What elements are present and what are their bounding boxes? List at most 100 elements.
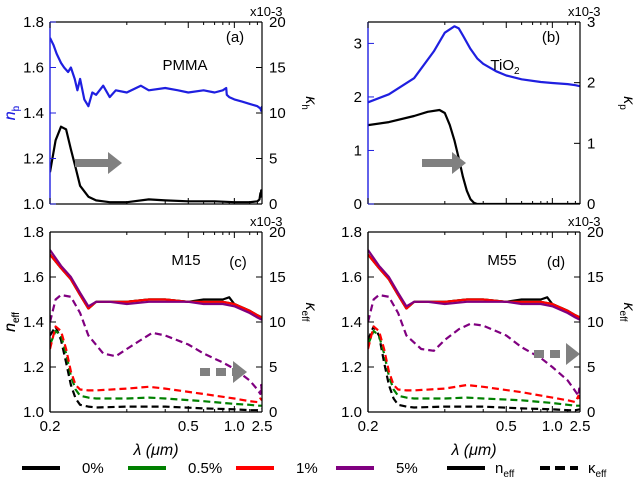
right-axis-multiplier: x10-3 — [568, 214, 601, 229]
panel-title: M15 — [171, 252, 200, 269]
y-axis-label-left: neff — [2, 312, 22, 332]
y-tick-label-left: 1.4 — [341, 314, 362, 331]
legend-label: neff — [495, 460, 515, 480]
y-tick-label-left: 1.4 — [23, 314, 44, 331]
y-axis-label-left: np — [2, 105, 22, 120]
y-axis-label-right: κeff — [299, 303, 319, 322]
y-tick-label-left: 1.6 — [341, 269, 362, 286]
y-tick-label-right: 0 — [269, 196, 277, 213]
y-tick-label-right: 20 — [587, 224, 604, 241]
y-tick-label-right: 0 — [269, 404, 277, 421]
right-axis-arrow-head-icon — [108, 152, 122, 174]
series-group — [368, 25, 580, 204]
y-tick-label-left: 1.8 — [23, 14, 44, 31]
right-axis-arrow-head-icon — [233, 361, 247, 383]
y-axis-label-left: neff — [2, 312, 22, 332]
y-tick-label-right: 10 — [587, 314, 604, 331]
panel-title: TiO2 — [490, 57, 520, 77]
y-tick-label-right: 20 — [269, 224, 286, 241]
series-line-c-4 — [50, 325, 262, 412]
right-axis-arrow-head-icon — [452, 152, 466, 174]
legend: 0% 0.5% 1% 5% neff κeff — [22, 460, 607, 480]
series-line-c-7 — [50, 293, 262, 396]
y-tick-label-left: 0 — [354, 196, 362, 213]
panel-title: M55 — [487, 252, 516, 269]
y-tick-label-left: 1.2 — [341, 359, 362, 376]
y-tick-label-left: 1.0 — [341, 404, 362, 421]
panel-label: (b) — [542, 29, 560, 46]
y-tick-label-right: 1 — [587, 135, 595, 152]
y-tick-label-right: 3 — [587, 14, 595, 31]
right-axis-multiplier: x10-3 — [568, 4, 601, 19]
legend-label: 5% — [396, 460, 418, 477]
series-line-c-5 — [50, 329, 262, 407]
legend-label: κeff — [588, 460, 607, 480]
legend-label: 0% — [82, 460, 104, 477]
x-axis-label: λ (μm) — [450, 442, 496, 459]
y-axis-label-right: κp — [617, 96, 634, 110]
right-axis-multiplier: x10-3 — [250, 4, 283, 19]
series-line-a-1 — [50, 125, 262, 204]
y-axis-label-right: κh — [299, 96, 319, 110]
y-tick-label-right: 20 — [269, 14, 286, 31]
series-group — [50, 249, 262, 412]
y-tick-label-left: 1.8 — [23, 224, 44, 241]
right-axis-arrow-head-icon — [566, 343, 580, 365]
y-tick-label-right: 5 — [269, 359, 277, 376]
legend-label: 0.5% — [188, 460, 222, 477]
y-tick-label-left: 1.0 — [23, 196, 44, 213]
series-line-d-7 — [368, 293, 580, 397]
series-group — [368, 249, 580, 412]
y-tick-label-right: 15 — [269, 60, 286, 77]
x-tick-label: 0.5 — [496, 418, 517, 435]
y-tick-label-right: 0 — [587, 404, 595, 421]
y-tick-label-right: 0 — [587, 196, 595, 213]
series-line-a-0 — [50, 37, 262, 112]
panel-title: PMMA — [163, 57, 208, 74]
series-line-c-2 — [50, 253, 262, 319]
y-tick-label-left: 1.2 — [23, 151, 44, 168]
series-line-c-6 — [50, 325, 262, 404]
series-line-b-1 — [368, 108, 580, 204]
y-tick-label-left: 1.2 — [23, 359, 44, 376]
x-tick-label: 0.5 — [178, 418, 199, 435]
right-axis-multiplier: x10-3 — [250, 214, 283, 229]
x-tick-label: 1.0 — [542, 418, 563, 435]
series-line-b-0 — [368, 25, 580, 104]
y-tick-label-right: 15 — [587, 269, 604, 286]
series-line-c-3 — [50, 249, 262, 321]
panel-label: (a) — [226, 29, 244, 46]
panel-c: 0.2 0.5 1.0 2.5 λ (μm) 1.0 1.2 1.4 1.6 1.8 0 5 10 15 2… — [2, 214, 319, 459]
y-tick-label-right: 5 — [587, 359, 595, 376]
x-tick-label: 1.0 — [224, 418, 245, 435]
y-tick-label-left: 1.4 — [23, 105, 44, 122]
series-line-d-5 — [368, 329, 580, 407]
x-tick-label: 0.2 — [40, 418, 61, 435]
series-line-d-2 — [368, 253, 580, 319]
x-tick-label: 0.2 — [358, 418, 379, 435]
x-tick-label: 2.5 — [252, 418, 273, 435]
series-line-d-6 — [368, 325, 580, 404]
y-tick-label-right: 10 — [269, 105, 286, 122]
series-line-d-4 — [368, 325, 580, 412]
y-tick-label-right: 2 — [587, 75, 595, 92]
y-tick-label-left: 2 — [354, 89, 362, 106]
y-tick-label-right: 15 — [269, 269, 286, 286]
y-tick-label-left: 3 — [354, 35, 362, 52]
legend-label: 1% — [296, 460, 318, 477]
y-tick-label-right: 10 — [269, 314, 286, 331]
x-axis-label: λ (μm) — [132, 442, 178, 459]
series-line-d-3 — [368, 249, 580, 321]
y-axis-label-left: nh — [2, 106, 22, 120]
y-axis-label-right: κeff — [617, 303, 634, 322]
panel-d: 0.2 0.5 1.0 2.5 λ (μm) 1.0 1.2 1.4 1.6 1.8 0 5 10 15 2… — [2, 214, 634, 459]
series-group — [50, 37, 262, 204]
y-tick-label-left: 1.6 — [23, 269, 44, 286]
x-tick-label: 2.5 — [570, 418, 591, 435]
panel-label: (c) — [229, 254, 247, 271]
y-tick-label-right: 5 — [269, 151, 277, 168]
y-tick-label-left: 1 — [354, 142, 362, 159]
